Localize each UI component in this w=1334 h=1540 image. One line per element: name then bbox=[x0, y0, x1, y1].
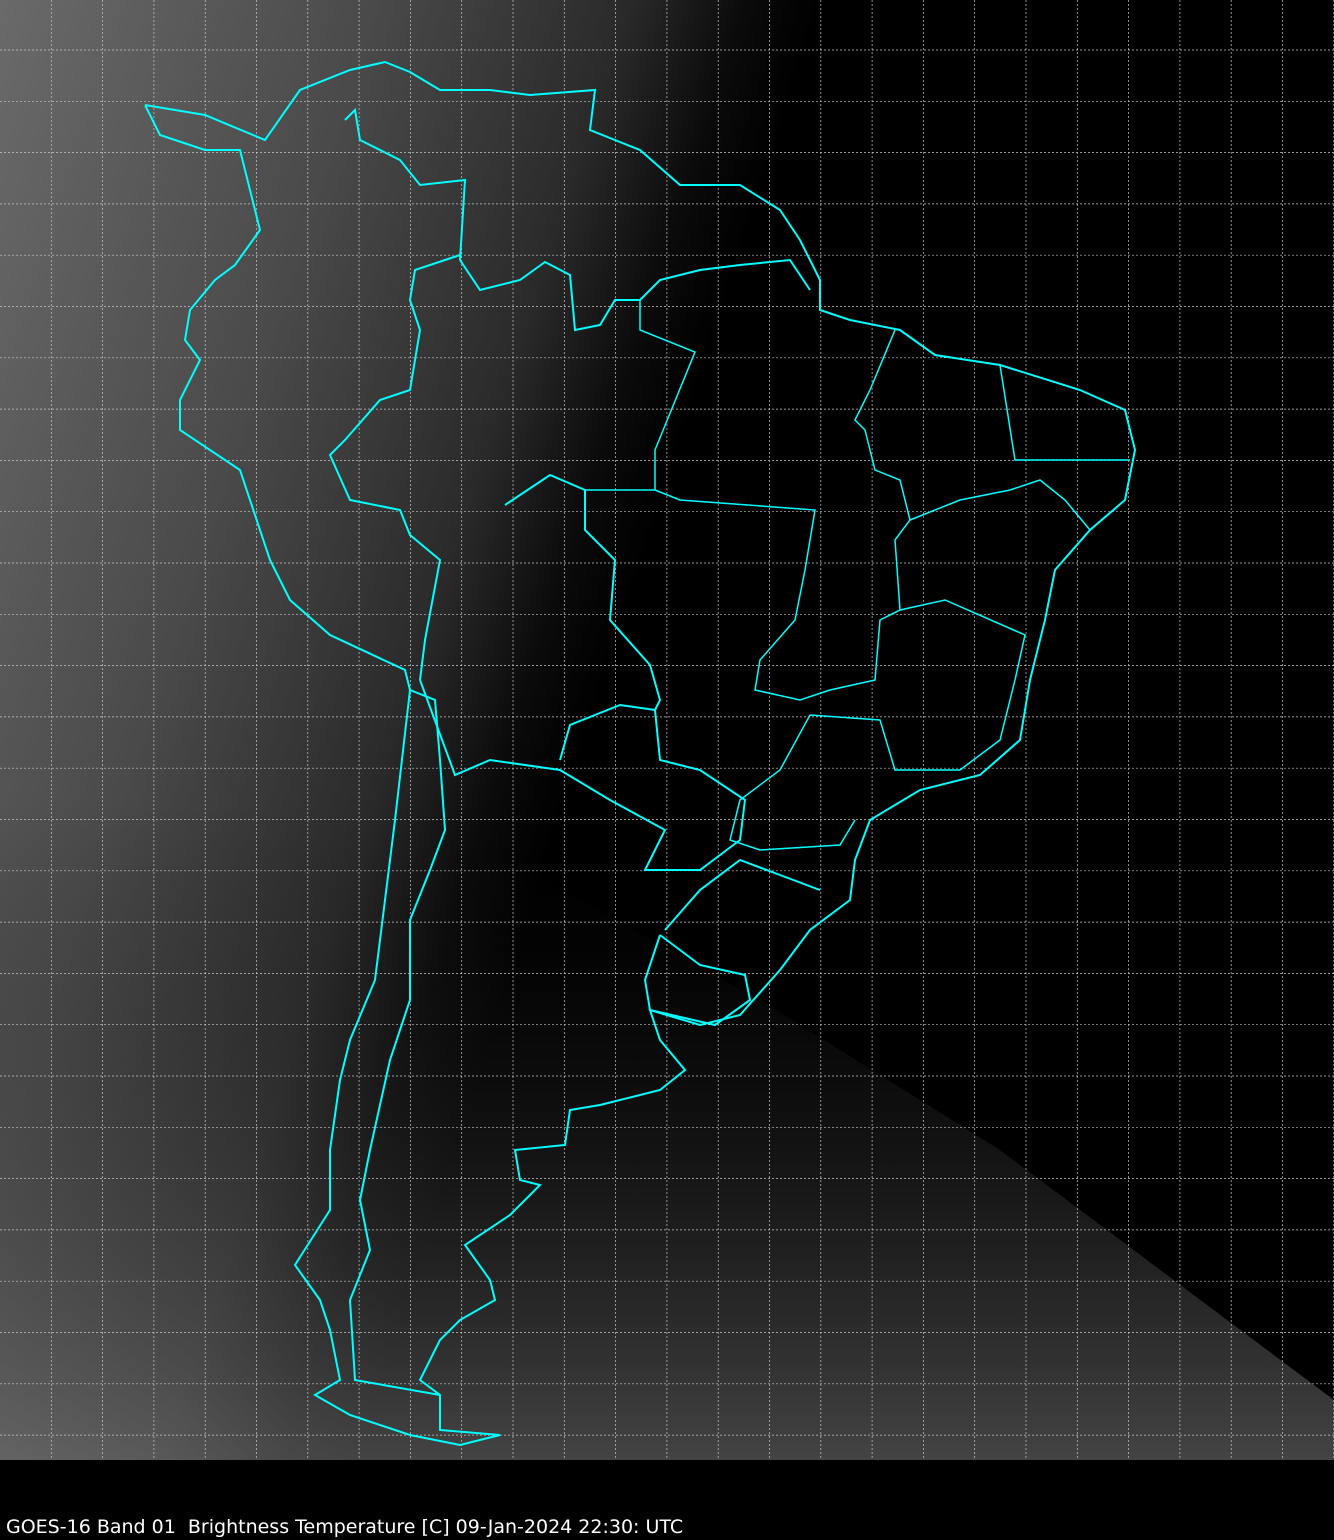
border-brazil-west bbox=[328, 254, 461, 681]
lat-lon-grid bbox=[0, 0, 1334, 1460]
brazil-state-borders bbox=[585, 300, 1130, 851]
border-argentina-brazil bbox=[664, 858, 821, 931]
border-bolivia-paraguay bbox=[419, 679, 747, 871]
image-caption: GOES-16 Band 01 Brightness Temperature [… bbox=[6, 1516, 684, 1538]
border-chile-argentina bbox=[348, 689, 447, 1396]
border-venezuela-guyana bbox=[344, 107, 467, 261]
border-uruguay bbox=[643, 934, 752, 1027]
country-boundaries bbox=[144, 60, 1137, 1447]
south-america-coastline bbox=[144, 60, 1137, 1447]
border-brazil-north bbox=[459, 258, 811, 332]
border-brazil-bolivia bbox=[504, 473, 662, 711]
satellite-map bbox=[0, 0, 1334, 1460]
